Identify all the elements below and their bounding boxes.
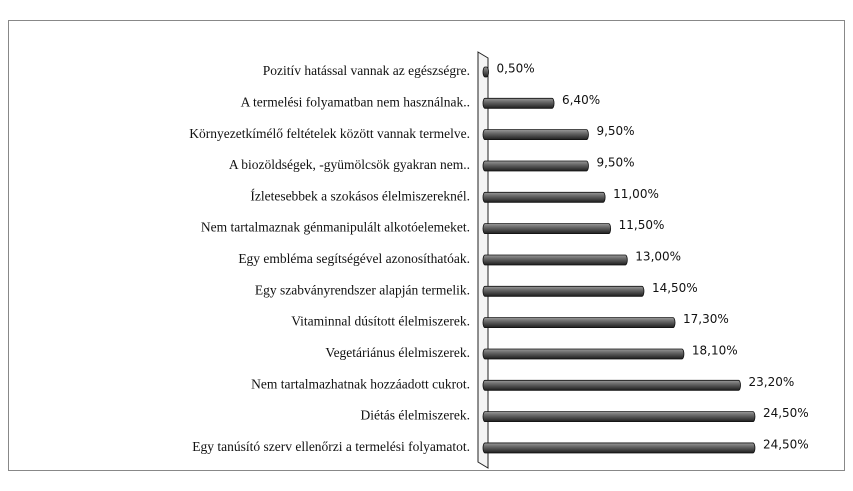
bar bbox=[482, 411, 756, 423]
category-label: A biozöldségek, -gyümölcsök gyakran nem.… bbox=[229, 157, 470, 172]
bar bbox=[482, 160, 589, 172]
bar bbox=[482, 442, 756, 454]
bar bbox=[482, 66, 489, 78]
value-label: 18,10% bbox=[692, 343, 738, 357]
bar bbox=[482, 317, 676, 329]
value-label: 0,50% bbox=[497, 62, 535, 76]
bar bbox=[482, 223, 612, 235]
value-label: 11,50% bbox=[619, 218, 665, 232]
category-label: Egy tanúsító szerv ellenőrzi a termelési… bbox=[192, 439, 470, 454]
value-label: 11,00% bbox=[613, 187, 659, 201]
category-label: Pozitív hatással vannak az egészségre. bbox=[263, 63, 470, 78]
value-label: 13,00% bbox=[635, 249, 681, 263]
value-label: 14,50% bbox=[652, 281, 698, 295]
category-label: Nem tartalmaznak génmanipulált alkotóele… bbox=[201, 220, 470, 235]
category-label: A termelési folyamatban nem használnak.. bbox=[241, 94, 470, 109]
category-label: Környezetkímélő feltételek között vannak… bbox=[189, 126, 470, 141]
chart-frame bbox=[8, 20, 845, 471]
category-label: Egy embléma segítségével azonosíthatóak. bbox=[238, 251, 470, 266]
bar bbox=[482, 285, 645, 297]
category-label: Nem tartalmazhatnak hozzáadott cukrot. bbox=[251, 376, 470, 391]
value-label: 6,40% bbox=[562, 93, 600, 107]
value-label: 24,50% bbox=[763, 437, 809, 451]
value-label: 9,50% bbox=[596, 155, 634, 169]
bar bbox=[482, 129, 589, 141]
category-label: Diétás élelmiszerek. bbox=[361, 408, 470, 423]
category-label: Vitaminnal dúsított élelmiszerek. bbox=[291, 314, 470, 329]
bar bbox=[482, 191, 606, 203]
value-label: 23,20% bbox=[749, 375, 795, 389]
category-label: Egy szabványrendszer alapján termelik. bbox=[255, 282, 470, 297]
bar bbox=[482, 97, 555, 109]
category-label: Ízletesebbek a szokásos élelmiszereknél. bbox=[250, 188, 470, 203]
bar bbox=[482, 254, 628, 266]
bar bbox=[482, 348, 685, 360]
value-label: 9,50% bbox=[596, 124, 634, 138]
value-label: 24,50% bbox=[763, 406, 809, 420]
bar bbox=[482, 379, 741, 391]
category-label: Vegetáriánus élelmiszerek. bbox=[325, 345, 470, 360]
value-label: 17,30% bbox=[683, 312, 729, 326]
